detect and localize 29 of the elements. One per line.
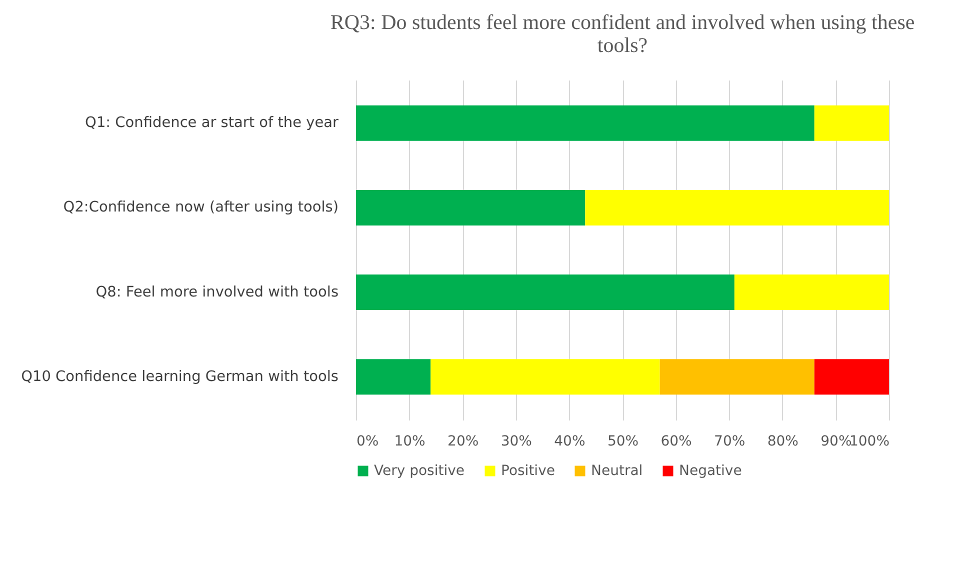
- y-tick-label: Q2:Confidence now (after using tools): [63, 200, 338, 216]
- x-tick-label: 80%: [767, 434, 798, 450]
- y-tick-label: Q10 Confidence learning German with tools: [21, 368, 338, 385]
- chart-title: RQ3: Do students feel more confident and involved when using these tools?: [330, 10, 915, 57]
- x-tick-label: 0%: [356, 434, 379, 450]
- bar: [430, 359, 660, 395]
- x-tick-label: 30%: [500, 434, 532, 450]
- bar: [814, 105, 889, 141]
- bar: [356, 359, 431, 395]
- x-tick-label: 20%: [448, 434, 479, 450]
- bar: [814, 359, 889, 395]
- y-tick-label: Q8: Feel more involved with tools: [96, 284, 338, 300]
- x-tick-label: 40%: [554, 434, 586, 450]
- bar: [660, 359, 814, 395]
- x-tick-label: 60%: [660, 434, 692, 450]
- legend-label: Positive: [501, 463, 555, 479]
- bar: [734, 274, 889, 310]
- y-tick-label: Q1: Confidence ar start of the year: [85, 115, 339, 132]
- legend-label: Neutral: [591, 463, 643, 479]
- legend-label: Very positive: [374, 463, 465, 479]
- legend-label: Negative: [679, 463, 742, 479]
- x-tick-label: 10%: [394, 434, 426, 450]
- bar: [585, 190, 889, 226]
- bar: [356, 105, 814, 141]
- x-tick-label: 50%: [607, 434, 639, 450]
- bar: [356, 274, 734, 310]
- x-tick-label: 70%: [714, 434, 746, 450]
- bar: [356, 190, 586, 226]
- x-tick-label: 90%: [820, 434, 852, 450]
